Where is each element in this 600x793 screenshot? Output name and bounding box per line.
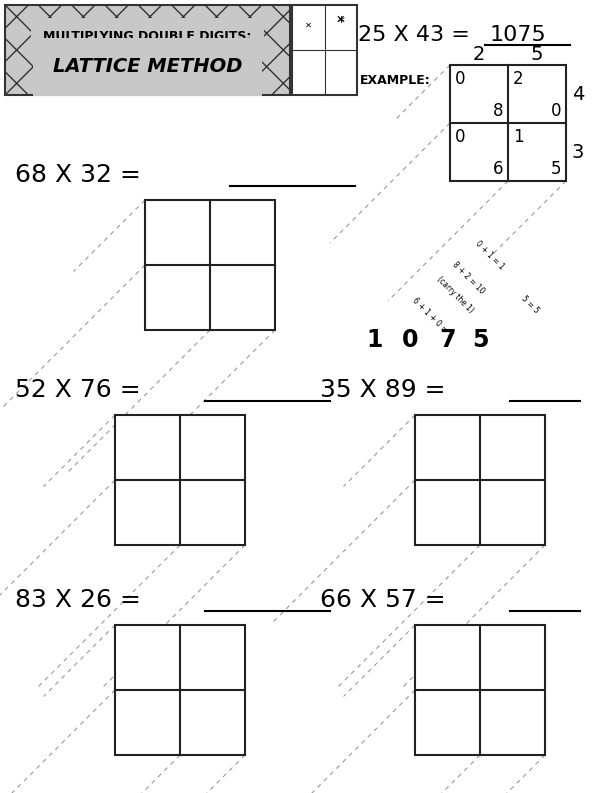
Bar: [115, 625, 245, 755]
Text: 1: 1: [367, 328, 383, 352]
Text: 5 = 5: 5 = 5: [520, 294, 541, 316]
Bar: [115, 415, 245, 545]
Text: EXAMPLE:: EXAMPLE:: [360, 74, 431, 86]
Text: 5: 5: [472, 328, 488, 352]
Text: MULTIPLYING DOUBLE DIGITS:: MULTIPLYING DOUBLE DIGITS:: [43, 30, 251, 44]
Text: 1: 1: [512, 128, 523, 146]
Text: 6: 6: [493, 160, 503, 178]
Text: 0: 0: [455, 128, 465, 146]
Text: *: *: [337, 15, 344, 29]
Text: 8 + 2 = 10: 8 + 2 = 10: [450, 260, 486, 296]
Text: 0: 0: [551, 102, 561, 120]
Bar: [292, 5, 357, 95]
Text: 7: 7: [440, 328, 456, 352]
Text: 6 + 1 + 0 = 7: 6 + 1 + 0 = 7: [410, 296, 454, 340]
Text: 35 X 89 =: 35 X 89 =: [320, 378, 445, 402]
Text: 66 X 57 =: 66 X 57 =: [320, 588, 446, 612]
Text: 8: 8: [493, 102, 503, 120]
Text: ✕: ✕: [336, 15, 346, 25]
Text: 52 X 76 =: 52 X 76 =: [15, 378, 140, 402]
Bar: [450, 65, 566, 181]
Text: 83 X 26 =: 83 X 26 =: [15, 588, 141, 612]
Text: 0: 0: [455, 70, 465, 88]
Text: 3: 3: [572, 143, 584, 162]
Bar: [415, 625, 545, 755]
Text: 4: 4: [572, 85, 584, 104]
Text: 0: 0: [402, 328, 418, 352]
Bar: [5, 5, 290, 95]
Text: 0 + 1 = 1: 0 + 1 = 1: [474, 239, 506, 271]
Text: 5: 5: [531, 45, 543, 64]
Bar: [415, 415, 545, 545]
Text: (carry the 1): (carry the 1): [435, 275, 475, 315]
Text: 1075: 1075: [490, 25, 547, 45]
Text: ✕: ✕: [305, 21, 312, 29]
Bar: [145, 200, 275, 330]
Text: 2: 2: [473, 45, 485, 64]
Text: 25 X 43 =: 25 X 43 =: [358, 25, 477, 45]
Text: LATTICE METHOD: LATTICE METHOD: [53, 58, 242, 76]
Text: 2: 2: [512, 70, 523, 88]
Text: 68 X 32 =: 68 X 32 =: [15, 163, 141, 187]
Text: 5: 5: [551, 160, 561, 178]
